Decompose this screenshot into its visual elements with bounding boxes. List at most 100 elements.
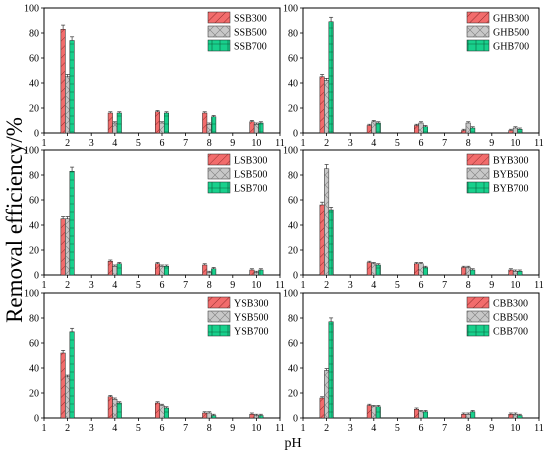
x-tick-label: 7	[442, 138, 447, 149]
x-tick-label: 9	[230, 280, 235, 291]
y-tick-label: 40	[288, 364, 298, 375]
bar-hatch	[117, 263, 122, 275]
x-tick-label: 6	[419, 280, 424, 291]
x-tick-label: 6	[419, 138, 424, 149]
bar-hatch	[324, 80, 329, 133]
x-tick-label: 11	[534, 280, 544, 291]
x-tick-label: 4	[371, 423, 376, 434]
y-tick-label: 40	[288, 221, 298, 232]
bar-hatch	[470, 128, 475, 133]
y-tick-label: 60	[29, 339, 39, 350]
legend-swatch-hatch	[467, 168, 489, 179]
bar-hatch	[513, 414, 518, 418]
bar-hatch	[371, 263, 377, 275]
bar-hatch	[517, 129, 523, 133]
y-tick-label: 0	[34, 271, 39, 282]
y-tick-label: 40	[29, 221, 39, 232]
y-tick-label: 40	[288, 79, 298, 90]
x-tick-label: 10	[251, 423, 261, 434]
legend-label: GHB500	[493, 28, 529, 39]
bar-hatch	[254, 124, 259, 133]
bar-hatch	[108, 261, 113, 275]
bar-hatch	[249, 270, 255, 275]
x-tick-label: 5	[395, 138, 400, 149]
bar-hatch	[328, 321, 334, 418]
y-tick-label: 20	[288, 246, 298, 257]
x-tick-label: 4	[112, 138, 117, 149]
x-tick-label: 11	[534, 138, 544, 149]
y-tick-label: 100	[24, 289, 39, 300]
bar-hatch	[465, 123, 471, 133]
x-tick-label: 2	[324, 423, 329, 434]
bar-hatch	[155, 403, 160, 418]
chart-panel-middle-left: 0 20 40 60 80 100 1 2 3 4 5 6 7 8 9 10 11 LSB300 LSB500 LSB…	[24, 146, 285, 292]
legend-swatch-hatch	[467, 297, 489, 308]
legend-swatch-hatch	[208, 40, 230, 51]
legend-swatch-hatch	[467, 12, 489, 23]
x-tick-label: 5	[136, 423, 141, 434]
bar-hatch	[108, 113, 113, 133]
bar-hatch	[328, 210, 334, 275]
x-tick-label: 10	[251, 138, 261, 149]
legend-swatch-hatch	[208, 182, 230, 193]
bar-hatch	[60, 353, 66, 418]
bar-hatch	[376, 406, 381, 418]
bar-hatch	[470, 411, 475, 418]
bar-hatch	[108, 396, 113, 418]
bar-hatch	[254, 272, 259, 275]
x-tick-label: 3	[348, 423, 353, 434]
y-tick-label: 80	[29, 314, 39, 325]
y-tick-label: 80	[29, 171, 39, 182]
legend-label: YSB700	[234, 327, 268, 338]
x-tick-label: 9	[489, 423, 494, 434]
legend-label: SSB500	[234, 28, 267, 39]
x-axis-label: pH	[284, 436, 301, 451]
bar-hatch	[164, 113, 169, 133]
legend-swatch-hatch	[208, 12, 230, 23]
bar-hatch	[65, 76, 70, 133]
x-tick-label: 7	[183, 423, 188, 434]
y-tick-label: 20	[288, 104, 298, 115]
x-tick-label: 9	[230, 423, 235, 434]
bar-hatch	[414, 409, 419, 418]
bar-hatch	[376, 265, 381, 275]
x-tick-label: 8	[207, 280, 212, 291]
x-tick-label: 11	[534, 423, 544, 434]
bar-hatch	[508, 130, 514, 133]
bar-hatch	[414, 263, 419, 275]
y-tick-label: 100	[283, 146, 298, 157]
x-tick-label: 4	[371, 280, 376, 291]
bar-hatch	[60, 29, 66, 133]
y-tick-label: 0	[293, 129, 298, 140]
y-tick-label: 60	[29, 196, 39, 207]
y-tick-label: 80	[29, 29, 39, 40]
y-tick-label: 60	[288, 54, 298, 65]
chart-panel-bottom-right: 0 20 40 60 80 100 1 2 3 4 5 6 7 8 9 10 11 CBB300 CBB500 CBB…	[283, 289, 544, 435]
x-tick-label: 3	[348, 280, 353, 291]
bar-hatch	[319, 398, 325, 418]
legend-swatch-hatch	[208, 297, 230, 308]
bar-hatch	[319, 76, 325, 133]
bar-hatch	[465, 267, 471, 275]
x-tick-label: 6	[160, 423, 165, 434]
bar-hatch	[206, 413, 212, 418]
bar-hatch	[258, 123, 264, 133]
x-tick-label: 4	[371, 138, 376, 149]
y-tick-label: 100	[24, 146, 39, 157]
y-tick-label: 20	[29, 389, 39, 400]
legend-label: BYB500	[493, 170, 529, 181]
x-tick-label: 6	[160, 280, 165, 291]
legend-label: BYB300	[493, 156, 529, 167]
x-tick-label: 11	[275, 423, 285, 434]
y-tick-label: 0	[293, 271, 298, 282]
bar-hatch	[423, 267, 428, 275]
x-tick-label: 1	[301, 423, 306, 434]
x-tick-label: 10	[510, 280, 520, 291]
legend-swatch-hatch	[467, 182, 489, 193]
x-tick-label: 6	[160, 138, 165, 149]
x-tick-label: 8	[466, 138, 471, 149]
x-tick-label: 10	[251, 280, 261, 291]
x-tick-label: 7	[442, 423, 447, 434]
chart-panel-bottom-left: 0 20 40 60 80 100 1 2 3 4 5 6 7 8 9 10 11 YSB300 YSB500 YSB…	[24, 289, 285, 435]
